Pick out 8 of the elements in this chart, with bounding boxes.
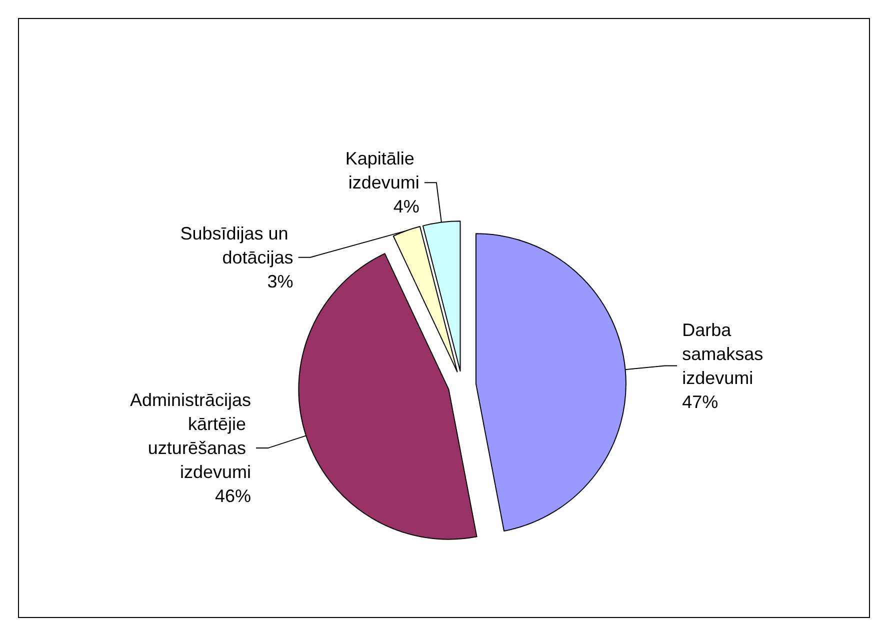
slice-label: Subsīdijas un dotācijas (180, 223, 294, 268)
data-label: 47% (682, 392, 718, 412)
data-label: 3% (267, 271, 294, 292)
slice-label: Darba samaksas izdevumi (682, 320, 768, 388)
data-label: 4% (393, 196, 420, 217)
slice-label: Administrācijas kārtējie uzturēšanas izdevumi (130, 390, 251, 482)
slice-label: Kapitālie izdevumi (345, 148, 420, 193)
data-label: 46% (214, 486, 251, 506)
